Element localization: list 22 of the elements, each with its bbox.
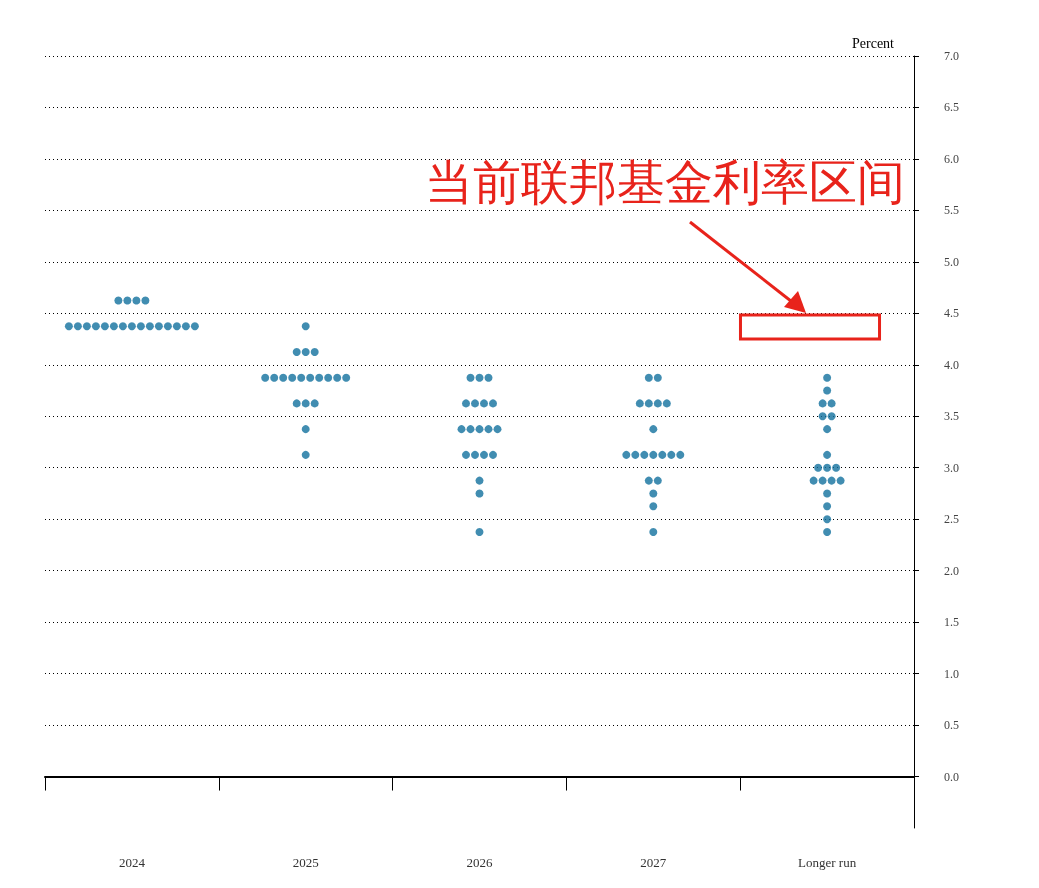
y-tick-label: 3.5 (944, 409, 959, 424)
y-tick-label: 0.5 (944, 718, 959, 733)
annotation: 当前联邦基金利率区间 (425, 154, 905, 210)
y-tick-label: 3.0 (944, 460, 959, 475)
y-tick-label: 1.5 (944, 615, 959, 630)
y-tick-label: 5.5 (944, 203, 959, 218)
x-tick-label: 2025 (292, 855, 319, 870)
x-tick-label: 2024 (118, 855, 146, 870)
y-axis-title: Percent (852, 35, 895, 51)
y-tick-label: 5.0 (944, 254, 959, 269)
x-tick-label: Longer run (798, 855, 857, 870)
y-tick-label: 0.0 (944, 769, 959, 784)
y-tick-label: 2.5 (944, 512, 959, 527)
x-tick-label: 2027 (640, 855, 667, 870)
y-tick-label: 2.0 (944, 563, 959, 578)
y-tick-label: 6.5 (944, 100, 959, 115)
y-tick-label: 4.0 (944, 357, 959, 372)
y-tick-label: 6.0 (944, 151, 959, 166)
y-tick-label: 4.5 (944, 306, 959, 321)
x-tick-label: 2026 (466, 855, 493, 870)
y-tick-label: 1.0 (944, 666, 959, 681)
y-tick-label: 7.0 (944, 49, 959, 63)
